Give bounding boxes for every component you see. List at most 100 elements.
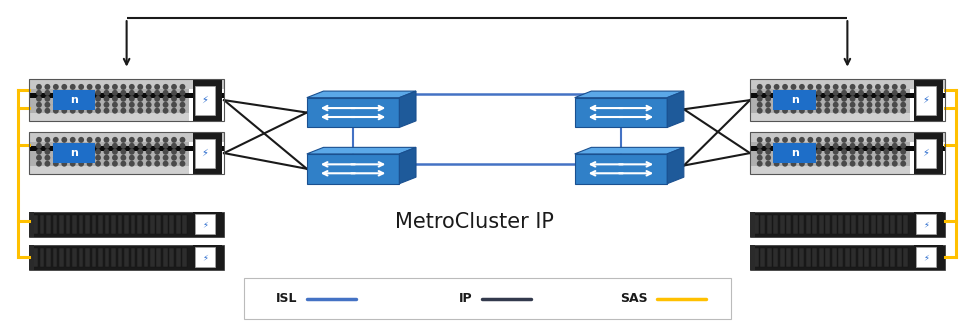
Bar: [890, 215, 895, 234]
Text: ⚡: ⚡: [922, 148, 929, 158]
Bar: [793, 215, 798, 234]
Ellipse shape: [842, 149, 847, 155]
Text: ⚡: ⚡: [922, 220, 929, 229]
Ellipse shape: [87, 155, 93, 161]
Bar: [163, 215, 168, 234]
Ellipse shape: [121, 143, 127, 149]
Bar: [111, 215, 116, 234]
Ellipse shape: [757, 161, 763, 167]
Ellipse shape: [799, 143, 805, 149]
Bar: [92, 215, 96, 234]
Ellipse shape: [78, 102, 84, 108]
Ellipse shape: [867, 143, 873, 149]
Ellipse shape: [179, 84, 185, 90]
Bar: [773, 248, 778, 267]
Ellipse shape: [179, 90, 185, 96]
Ellipse shape: [842, 143, 847, 149]
Ellipse shape: [883, 108, 889, 114]
Ellipse shape: [121, 102, 127, 108]
Ellipse shape: [824, 137, 830, 143]
Ellipse shape: [816, 149, 822, 155]
Bar: [916, 248, 936, 267]
Bar: [29, 81, 189, 115]
Ellipse shape: [103, 155, 109, 161]
Ellipse shape: [900, 96, 906, 102]
Ellipse shape: [87, 137, 93, 143]
Ellipse shape: [807, 102, 813, 108]
Bar: [890, 248, 895, 267]
Bar: [40, 248, 45, 267]
Ellipse shape: [782, 137, 788, 143]
Ellipse shape: [61, 96, 67, 102]
Bar: [832, 248, 837, 267]
Bar: [750, 113, 910, 121]
Ellipse shape: [900, 102, 906, 108]
Bar: [754, 215, 759, 234]
Bar: [157, 248, 162, 267]
Ellipse shape: [179, 143, 185, 149]
Bar: [176, 248, 181, 267]
Ellipse shape: [858, 143, 864, 149]
Ellipse shape: [807, 108, 813, 114]
Bar: [124, 248, 129, 267]
Ellipse shape: [824, 143, 830, 149]
Ellipse shape: [61, 137, 67, 143]
Ellipse shape: [95, 90, 101, 96]
Ellipse shape: [179, 108, 185, 114]
Ellipse shape: [179, 137, 185, 143]
Bar: [750, 134, 910, 167]
Ellipse shape: [782, 96, 788, 102]
Ellipse shape: [900, 84, 906, 90]
Bar: [750, 79, 945, 88]
Ellipse shape: [791, 143, 797, 149]
Bar: [773, 215, 778, 234]
Bar: [750, 245, 945, 270]
Ellipse shape: [807, 96, 813, 102]
Bar: [53, 248, 57, 267]
Ellipse shape: [179, 161, 185, 167]
Ellipse shape: [87, 90, 93, 96]
Ellipse shape: [129, 84, 134, 90]
Bar: [143, 215, 148, 234]
Ellipse shape: [867, 161, 873, 167]
Ellipse shape: [791, 102, 797, 108]
Ellipse shape: [87, 96, 93, 102]
Ellipse shape: [791, 96, 797, 102]
Ellipse shape: [154, 90, 160, 96]
Polygon shape: [399, 91, 416, 127]
Ellipse shape: [757, 137, 763, 143]
Ellipse shape: [807, 149, 813, 155]
Ellipse shape: [45, 137, 51, 143]
Ellipse shape: [875, 149, 880, 155]
Text: n: n: [70, 148, 78, 158]
Bar: [914, 79, 943, 121]
Ellipse shape: [70, 155, 76, 161]
Ellipse shape: [129, 96, 134, 102]
Ellipse shape: [103, 108, 109, 114]
Ellipse shape: [95, 108, 101, 114]
Ellipse shape: [36, 96, 42, 102]
Ellipse shape: [816, 143, 822, 149]
Ellipse shape: [892, 137, 898, 143]
Ellipse shape: [53, 84, 58, 90]
Bar: [916, 214, 936, 234]
Ellipse shape: [137, 155, 143, 161]
Ellipse shape: [883, 161, 889, 167]
Bar: [98, 215, 103, 234]
Bar: [169, 215, 174, 234]
Ellipse shape: [163, 108, 169, 114]
Bar: [65, 215, 70, 234]
Ellipse shape: [858, 84, 864, 90]
Ellipse shape: [137, 90, 143, 96]
Ellipse shape: [799, 149, 805, 155]
Ellipse shape: [824, 149, 830, 155]
Ellipse shape: [78, 108, 84, 114]
Ellipse shape: [78, 96, 84, 102]
Ellipse shape: [842, 155, 847, 161]
Ellipse shape: [146, 90, 152, 96]
Ellipse shape: [154, 161, 160, 167]
Ellipse shape: [70, 149, 76, 155]
Bar: [92, 248, 96, 267]
Ellipse shape: [892, 161, 898, 167]
Ellipse shape: [171, 84, 177, 90]
